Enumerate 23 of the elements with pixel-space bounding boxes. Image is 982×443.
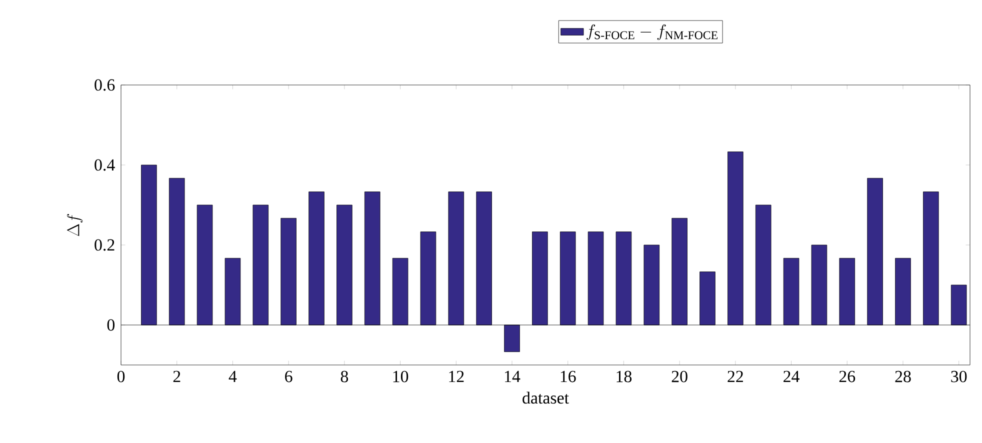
x-tick-label: 28: [895, 370, 911, 382]
x-tick-label: 2: [173, 370, 180, 382]
y-tick-label: 0.4: [94, 159, 115, 171]
x-tick-label: 20: [672, 370, 688, 382]
y-axis-title: $\Delta f$: [66, 214, 83, 236]
x-tick-label: 0: [117, 370, 125, 382]
x-tick-label: 6: [285, 370, 292, 382]
x-tick-label: 24: [784, 370, 800, 382]
x-tick-label: 10: [393, 370, 408, 382]
legend-label: $f_{\textrm{S-FOCE}} - f_{\textrm{NM-FOCE}}$: [586, 24, 718, 40]
x-tick-label: 12: [449, 370, 464, 382]
x-tick-label: 30: [951, 370, 967, 382]
x-tick-label: 26: [839, 370, 856, 382]
x-tick-label: 22: [728, 370, 743, 382]
x-tick-label: 18: [616, 370, 632, 382]
y-tick-label: 0: [107, 319, 115, 331]
x-tick-label: 8: [340, 370, 348, 382]
y-tick-label: 0.2: [94, 239, 114, 251]
x-axis-title: dataset: [522, 392, 569, 404]
x-tick-label: 16: [560, 370, 576, 382]
x-tick-label: 4: [228, 370, 237, 382]
x-tick-label: 14: [505, 370, 520, 382]
y-tick-label: 0.6: [94, 79, 115, 91]
